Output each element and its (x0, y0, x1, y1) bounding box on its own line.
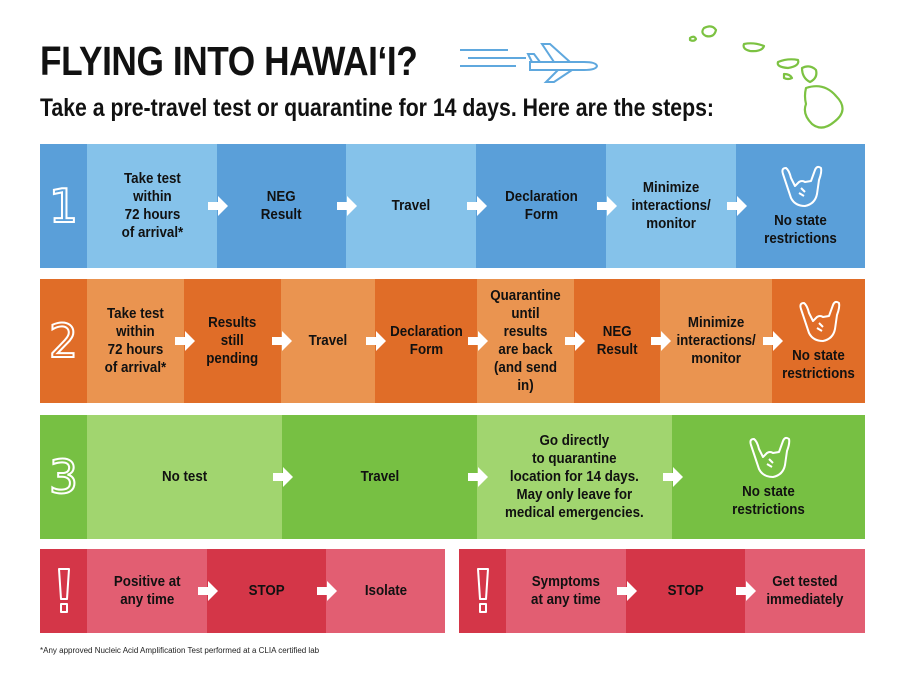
step-cell: Declaration Form (476, 144, 617, 268)
alert-cell: STOP (207, 549, 337, 633)
step-cell: Results still pending (184, 279, 292, 403)
alert-cell: Get tested immediately (745, 549, 865, 633)
exclamation-icon (476, 568, 489, 613)
right-arrow-icon (366, 331, 386, 351)
step-cell: Travel (282, 415, 488, 539)
shaka-hand-icon (780, 165, 822, 207)
step-cell-final: No state restrictions (736, 144, 865, 268)
airplane-icon (460, 43, 599, 83)
step-cell: Travel (346, 144, 487, 268)
right-arrow-icon (763, 331, 783, 351)
alert-cell: Positive at any time (87, 549, 218, 633)
right-arrow-icon (467, 196, 487, 216)
row-1: 1 Take test within 72 hours of arrival* … (40, 144, 865, 268)
alert-mark (459, 549, 506, 633)
step-cell: Quarantine until results are back (and s… (477, 279, 585, 403)
hawaii-islands-map (688, 25, 844, 129)
row-3: 3 No test Travel Go directly to quaranti… (40, 415, 865, 539)
right-arrow-icon (317, 581, 337, 601)
shaka-hand-icon (798, 300, 840, 342)
right-arrow-icon (651, 331, 671, 351)
right-arrow-icon (727, 196, 747, 216)
step-cell: Travel (281, 279, 386, 403)
right-arrow-icon (617, 581, 637, 601)
step-cell: NEG Result (574, 279, 671, 403)
right-arrow-icon (272, 331, 292, 351)
step-cell: Go directly to quarantine location for 1… (477, 415, 683, 539)
right-arrow-icon (198, 581, 218, 601)
right-arrow-icon (273, 467, 293, 487)
right-arrow-icon (175, 331, 195, 351)
step-cell-final: No state restrictions (672, 415, 865, 539)
right-arrow-icon (468, 331, 488, 351)
step-number-2: 2 (40, 279, 87, 403)
step-cell: No test (87, 415, 293, 539)
right-arrow-icon (736, 581, 756, 601)
step-cell: Declaration Form (375, 279, 488, 403)
alert-positive: Positive at any time STOP Isolate (40, 549, 445, 633)
step-cell: Minimize interactions/ monitor (660, 279, 783, 403)
right-arrow-icon (565, 331, 585, 351)
alert-symptoms: Symptoms at any time STOP Get tested imm… (459, 549, 865, 633)
exclamation-icon (57, 568, 70, 613)
footnote: *Any approved Nucleic Acid Amplification… (40, 646, 320, 655)
shaka-hand-icon (748, 436, 790, 478)
row-2: 2 Take test within 72 hours of arrival* … (40, 279, 865, 403)
step-cell-final: No state restrictions (772, 279, 865, 403)
step-cell: Take test within 72 hours of arrival* (87, 144, 228, 268)
step-cell: NEG Result (217, 144, 357, 268)
alert-mark (40, 549, 87, 633)
step-cell: Minimize interactions/ monitor (606, 144, 747, 268)
step-number-1: 1 (40, 144, 87, 268)
alert-cell: Isolate (326, 549, 445, 633)
page-subtitle: Take a pre-travel test or quarantine for… (40, 94, 714, 122)
right-arrow-icon (597, 196, 617, 216)
right-arrow-icon (468, 467, 488, 487)
step-cell: Take test within 72 hours of arrival* (87, 279, 195, 403)
alert-cell: Symptoms at any time (506, 549, 637, 633)
step-number-3: 3 (40, 415, 87, 539)
right-arrow-icon (208, 196, 228, 216)
alert-cell: STOP (626, 549, 756, 633)
right-arrow-icon (663, 467, 683, 487)
page-title: FLYING INTO HAWAI‘I? (40, 38, 418, 84)
right-arrow-icon (337, 196, 357, 216)
